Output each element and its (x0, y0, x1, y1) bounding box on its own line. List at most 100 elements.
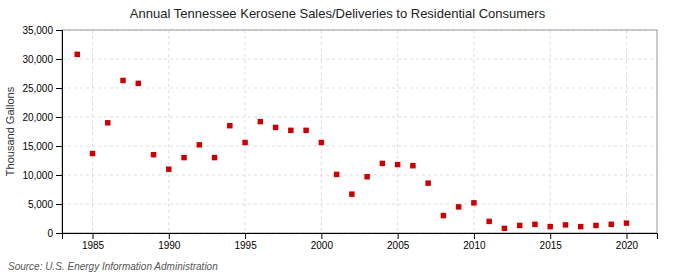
grid (62, 30, 657, 233)
chart: 1985 1990 1995 2000 2005 2010 2015 2020 0 5,000 10… (0, 0, 675, 275)
tick-mark (93, 233, 94, 239)
tick-label: 1995 (234, 240, 257, 251)
tick-mark (245, 233, 246, 239)
point (166, 166, 171, 171)
point (334, 172, 339, 177)
tick: 1995 (234, 233, 257, 251)
marks (75, 52, 630, 231)
grid-line (92, 30, 93, 233)
point (364, 174, 369, 179)
tick-mark (56, 117, 62, 118)
point (319, 140, 324, 145)
point (486, 219, 491, 224)
tick-label: 0 (47, 228, 53, 239)
tick: 2015 (540, 233, 563, 251)
tick-mark (321, 233, 322, 239)
point (258, 119, 263, 124)
tick-label: 2020 (616, 240, 639, 251)
tick-label: 35,000 (22, 25, 53, 36)
source-note: Source: U.S. Energy Information Administ… (8, 261, 218, 272)
tick: 0 (47, 228, 62, 239)
tick-label: 30,000 (22, 54, 53, 65)
point (75, 52, 80, 57)
tick-label: 1990 (158, 240, 181, 251)
tick-label: 25,000 (22, 83, 53, 94)
tick: 25,000 (22, 83, 62, 94)
tick-label: 2000 (311, 240, 334, 251)
point (90, 151, 95, 156)
point (212, 155, 217, 160)
point (181, 155, 186, 160)
tick-mark (56, 88, 62, 89)
grid-line (550, 30, 551, 233)
point (380, 161, 385, 166)
y-axis-title: Thousand Gallons (4, 86, 16, 176)
tick: 35,000 (22, 25, 62, 36)
tick-mark (56, 30, 62, 31)
point (273, 125, 278, 130)
point (441, 213, 446, 218)
point (151, 152, 156, 157)
grid-line (62, 175, 657, 176)
point (120, 78, 125, 83)
grid-line (321, 30, 322, 233)
tick: 1990 (158, 233, 181, 251)
tick: 5,000 (28, 199, 62, 210)
point (303, 128, 308, 133)
tick-label: 2005 (387, 240, 410, 251)
tick-mark (550, 233, 551, 239)
axis-line (56, 31, 63, 234)
point (624, 220, 629, 225)
point (578, 224, 583, 229)
tick-mark (169, 233, 170, 239)
tick-mark (626, 233, 627, 239)
tick-mark (398, 233, 399, 239)
tick: 1985 (82, 233, 105, 251)
grid-line (168, 30, 169, 233)
point (608, 222, 613, 227)
tick: 30,000 (22, 54, 62, 65)
point (105, 120, 110, 125)
plot-frame (62, 30, 657, 233)
point (547, 224, 552, 229)
tick-mark (56, 175, 62, 176)
tick-label: 2010 (463, 240, 486, 251)
point (242, 140, 247, 145)
point (136, 81, 141, 86)
point (227, 123, 232, 128)
point (425, 180, 430, 185)
tick: 2010 (463, 233, 486, 251)
point (471, 200, 476, 205)
point (532, 222, 537, 227)
point (456, 204, 461, 209)
tick-mark (474, 233, 475, 239)
grid-line (62, 204, 657, 205)
tick-label: 5,000 (28, 199, 53, 210)
point (563, 222, 568, 227)
tick: 2005 (387, 233, 410, 251)
tick-label: 10,000 (22, 170, 53, 181)
grid-line (62, 117, 657, 118)
grid-line (62, 146, 657, 147)
axis-line (63, 234, 658, 240)
point (395, 162, 400, 167)
title: Annual Tennessee Kerosene Sales/Deliveri… (130, 6, 546, 21)
grid-line (62, 59, 657, 60)
grid-line (626, 30, 627, 233)
chart-container: 1985 1990 1995 2000 2005 2010 2015 2020 0 5,000 10… (0, 0, 675, 275)
grid-line (397, 30, 398, 233)
tick-label: 2015 (540, 240, 563, 251)
point (517, 223, 522, 228)
tick: 2020 (616, 233, 639, 251)
tick: 20,000 (22, 112, 62, 123)
point (502, 226, 507, 231)
y-axis: 05,00010,00015,00020,00025,00030,00035,0… (22, 25, 62, 239)
point (349, 191, 354, 196)
tick-mark (56, 233, 62, 234)
plot: 1985 1990 1995 2000 2005 2010 2015 2020 0 5,000 10… (22, 25, 657, 251)
tick-mark (56, 146, 62, 147)
tick: 10,000 (22, 170, 62, 181)
tick-label: 1985 (82, 240, 105, 251)
tick-mark (56, 204, 62, 205)
x-axis: 1985 1990 1995 2000 2005 2010 2015 2020 (63, 233, 658, 251)
